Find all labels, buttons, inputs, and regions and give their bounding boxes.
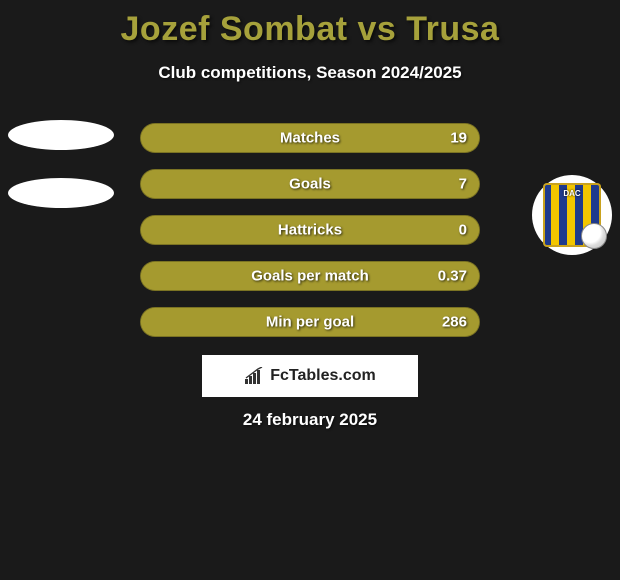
- placeholder-ellipse: [8, 178, 114, 208]
- watermark-text: FcTables.com: [270, 367, 376, 385]
- stat-bar-label: Matches: [141, 130, 479, 147]
- stat-bar-value: 7: [459, 176, 467, 193]
- stat-bar-goals-per-match: Goals per match 0.37: [140, 261, 480, 291]
- page-title: Jozef Sombat vs Trusa: [0, 0, 620, 49]
- stat-bar-min-per-goal: Min per goal 286: [140, 307, 480, 337]
- stat-bar-value: 286: [442, 314, 467, 331]
- stat-bars: Matches 19 Goals 7 Hattricks 0 Goals per…: [140, 123, 480, 337]
- stat-bar-goals: Goals 7: [140, 169, 480, 199]
- club-crest: DAC: [532, 175, 612, 255]
- soccer-ball-icon: [581, 223, 607, 249]
- watermark: FcTables.com: [202, 355, 418, 397]
- crest-text: DAC: [563, 189, 580, 198]
- stat-bar-label: Goals: [141, 176, 479, 193]
- stat-bar-label: Goals per match: [141, 268, 479, 285]
- stat-bar-value: 0.37: [438, 268, 467, 285]
- stat-bar-hattricks: Hattricks 0: [140, 215, 480, 245]
- crest-shield: DAC: [543, 183, 601, 247]
- stat-bar-matches: Matches 19: [140, 123, 480, 153]
- stat-bar-value: 0: [459, 222, 467, 239]
- stat-bar-label: Min per goal: [141, 314, 479, 331]
- bar-chart-icon: [244, 367, 266, 385]
- subtitle: Club competitions, Season 2024/2025: [0, 63, 620, 83]
- left-placeholder-group: [8, 120, 114, 208]
- stat-bar-value: 19: [450, 130, 467, 147]
- placeholder-ellipse: [8, 120, 114, 150]
- date-label: 24 february 2025: [0, 410, 620, 430]
- stat-bar-label: Hattricks: [141, 222, 479, 239]
